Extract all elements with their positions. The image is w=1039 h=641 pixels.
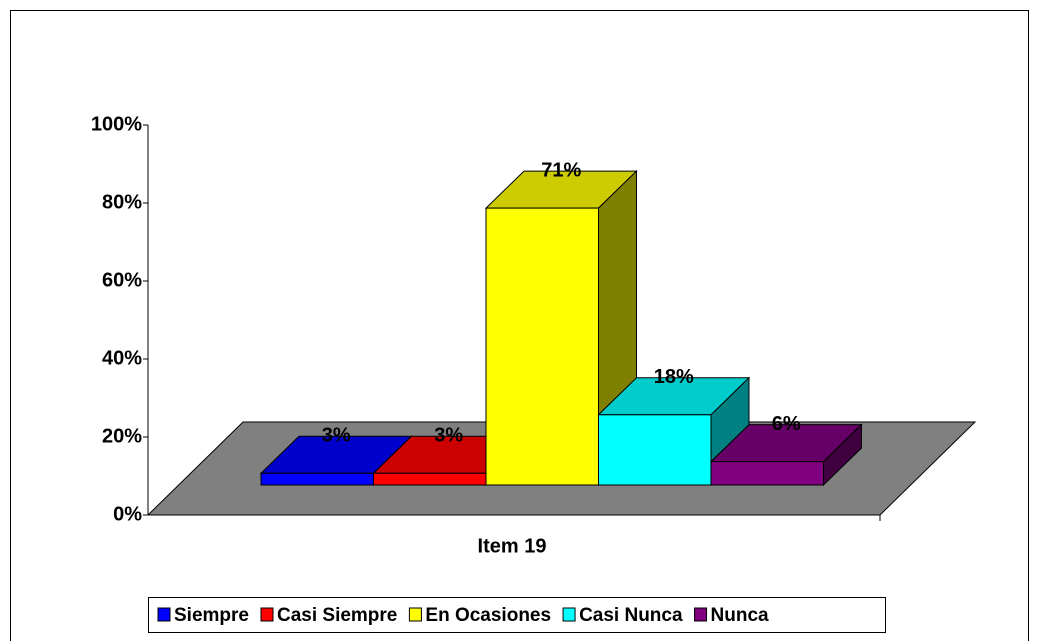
legend-box (148, 597, 886, 633)
bar (710, 461, 824, 486)
legend-label: Siempre (174, 605, 249, 626)
legend-swatch (562, 607, 576, 622)
bar (373, 472, 487, 486)
y-tick-label: 40% (102, 347, 142, 369)
legend-label: Casi Nunca (579, 605, 683, 626)
legend-label: En Ocasiones (425, 605, 551, 626)
x-tick-label: Item 19 (478, 535, 547, 557)
legend-swatch (694, 607, 708, 622)
legend-swatch (260, 607, 274, 622)
y-tick-label: 0% (113, 503, 142, 525)
bar (485, 207, 599, 486)
value-label: 6% (772, 413, 801, 435)
value-label: 71% (541, 159, 581, 181)
bar (260, 472, 374, 486)
legend-label: Casi Siempre (277, 605, 397, 626)
bar (598, 414, 712, 486)
y-tick-label: 20% (102, 425, 142, 447)
y-tick-label: 80% (102, 191, 142, 213)
value-label: 3% (434, 425, 463, 447)
y-tick-label: 60% (102, 269, 142, 291)
value-label: 3% (322, 425, 351, 447)
y-tick-label: 100% (91, 113, 142, 135)
legend-label: Nunca (711, 605, 770, 626)
legend-swatch (408, 607, 422, 622)
legend-swatch (157, 607, 171, 622)
value-label: 18% (654, 366, 694, 388)
